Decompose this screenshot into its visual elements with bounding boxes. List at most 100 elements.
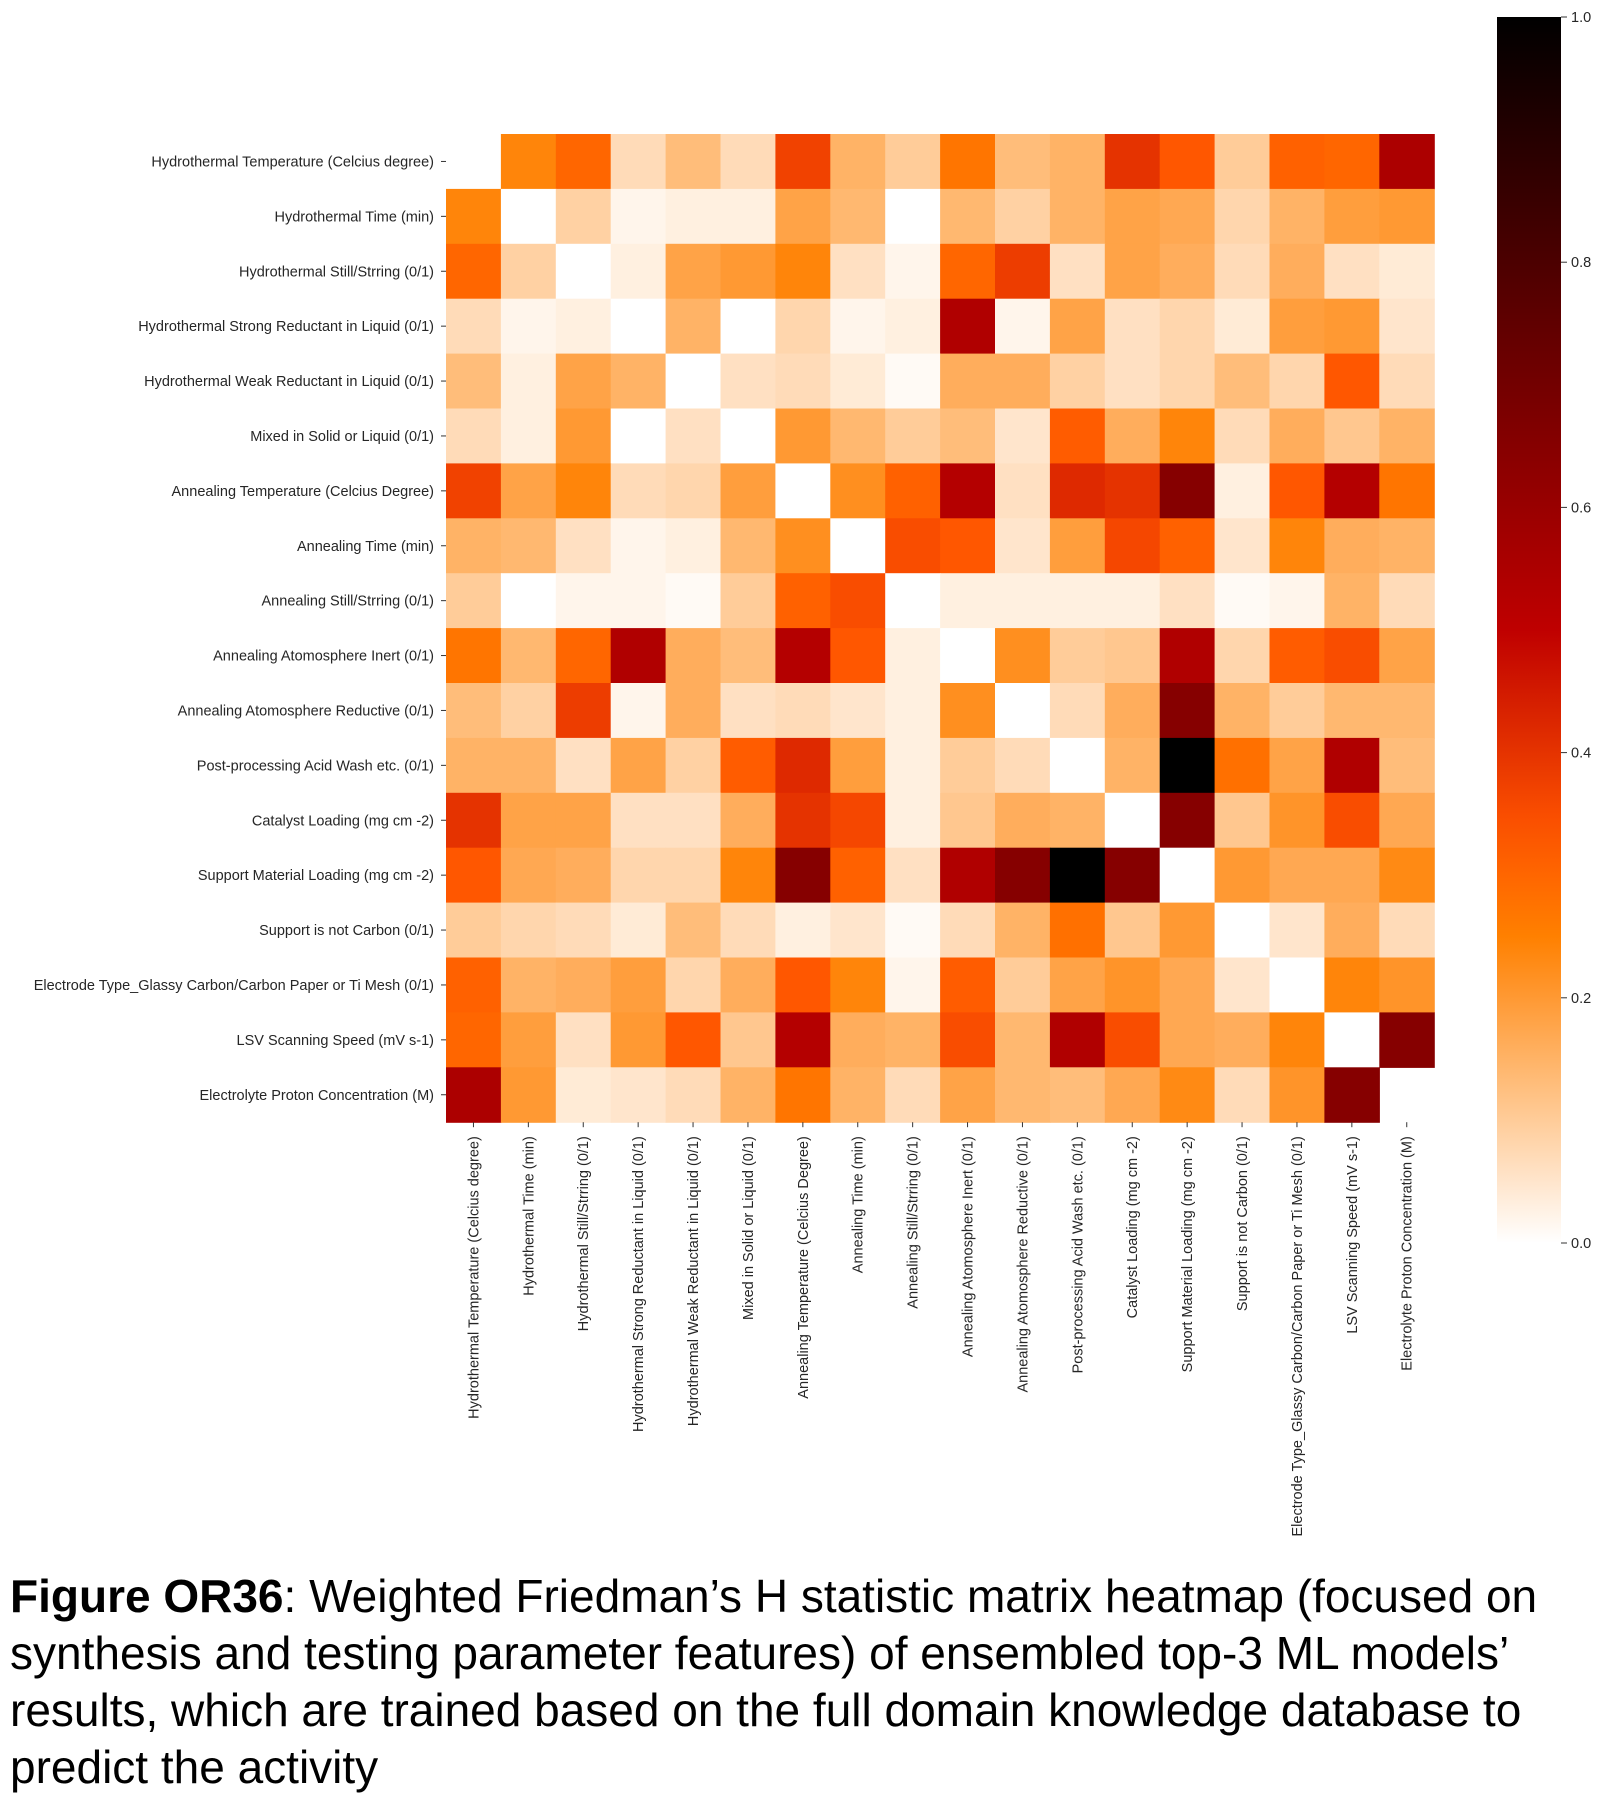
heatmap-cell (610, 353, 667, 410)
column-label: Annealing Still/Strring (0/1) (906, 1136, 922, 1308)
heatmap-cell (665, 792, 722, 849)
heatmap-cell (500, 353, 557, 410)
heatmap-cell (446, 463, 502, 519)
heatmap-cell (446, 243, 502, 300)
heatmap-cell (1324, 134, 1380, 190)
heatmap-cell (610, 134, 667, 190)
heatmap-cell (665, 134, 722, 190)
heatmap-cell (1269, 243, 1325, 300)
heatmap-cell (610, 188, 667, 245)
heatmap-cell (830, 683, 886, 739)
heatmap-cell (1049, 353, 1106, 410)
heatmap-cell (610, 573, 667, 629)
row-label: Electrode Type_Glassy Carbon/Carbon Pape… (34, 978, 434, 994)
heatmap-cell (446, 683, 502, 739)
heatmap-cell (1324, 683, 1380, 739)
heatmap-cell (720, 1012, 776, 1068)
heatmap-cell (775, 134, 831, 190)
heatmap-cell (446, 573, 502, 629)
column-label: Electrode Type_Glassy Carbon/Carbon Pape… (1290, 1136, 1306, 1536)
heatmap-cell (500, 408, 557, 464)
heatmap-cell (1104, 957, 1161, 1013)
heatmap-cell (1049, 134, 1106, 190)
heatmap-cell (1104, 243, 1161, 300)
heatmap-cell (446, 628, 502, 684)
column-labels: Hydrothermal Temperature (Celcius degree… (466, 1122, 1416, 1536)
heatmap-cell (500, 298, 557, 355)
heatmap-cell (1159, 463, 1216, 519)
heatmap-cell (995, 902, 1051, 959)
heatmap-cell (665, 683, 722, 739)
heatmap-cell (555, 957, 612, 1013)
heatmap-cell (1324, 957, 1380, 1013)
heatmap-cell (1324, 847, 1380, 904)
heatmap-cell (1104, 1067, 1161, 1123)
heatmap-cell (940, 628, 996, 684)
heatmap-cell (1049, 243, 1106, 300)
heatmap-cell (720, 188, 776, 245)
heatmap-cell (940, 902, 996, 959)
heatmap-cell (1214, 847, 1271, 904)
heatmap-cell (885, 957, 941, 1013)
heatmap-cell (500, 134, 557, 190)
column-label: Post-processing Acid Wash etc. (0/1) (1070, 1136, 1086, 1373)
heatmap-cell (940, 243, 996, 300)
heatmap-cell (995, 134, 1051, 190)
heatmap-cell (1104, 188, 1161, 245)
heatmap-cell (446, 1012, 502, 1068)
column-label: Hydrothermal Temperature (Celcius degree… (466, 1136, 482, 1419)
heatmap-cell (995, 353, 1051, 410)
heatmap-cell (830, 957, 886, 1013)
heatmap-cell (500, 463, 557, 519)
heatmap-cell (1159, 134, 1216, 190)
heatmap-cell (1269, 1067, 1325, 1123)
heatmap-cell (1379, 737, 1435, 794)
column-label: LSV Scanning Speed (mV s-1) (1345, 1136, 1361, 1333)
heatmap-cell (446, 298, 502, 355)
heatmap-cell (775, 298, 831, 355)
heatmap-cell (830, 134, 886, 190)
heatmap-cell (1049, 792, 1106, 849)
heatmap-cell (1104, 902, 1161, 959)
heatmap-cell (1159, 188, 1216, 245)
heatmap-cell (1159, 298, 1216, 355)
heatmap-cell (720, 298, 776, 355)
heatmap-cell (1269, 298, 1325, 355)
heatmap-cell (1379, 408, 1435, 464)
column-label: Mixed in Solid or Liquid (0/1) (741, 1136, 757, 1320)
heatmap-cell (446, 847, 502, 904)
heatmap-cell (940, 463, 996, 519)
heatmap-cell (1104, 353, 1161, 410)
colorbar-tick-label: 0.6 (1571, 500, 1591, 516)
heatmap-cell (1159, 518, 1216, 574)
column-label: Support is not Carbon (0/1) (1235, 1136, 1251, 1311)
heatmap-cell (1379, 134, 1435, 190)
heatmap-cell (1159, 1067, 1216, 1123)
heatmap-cell (1324, 1067, 1380, 1123)
heatmap-cell (1324, 353, 1380, 410)
row-label: Post-processing Acid Wash etc. (0/1) (197, 758, 434, 774)
heatmap-cell (500, 243, 557, 300)
heatmap-cell (830, 628, 886, 684)
heatmap-cell (775, 628, 831, 684)
heatmap-cell (1269, 1012, 1325, 1068)
heatmap-cell (720, 1067, 776, 1123)
heatmap-cell (446, 957, 502, 1013)
heatmap-cell (1214, 573, 1271, 629)
heatmap-cell (555, 518, 612, 574)
heatmap-cell (555, 737, 612, 794)
heatmap-cell (1379, 353, 1435, 410)
heatmap-cell (1379, 1012, 1435, 1068)
column-label: Hydrothermal Strong Reductant in Liquid … (631, 1136, 647, 1432)
heatmap-cell (995, 463, 1051, 519)
heatmap-cell (610, 847, 667, 904)
heatmap-cell (885, 737, 941, 794)
heatmap-cell (610, 957, 667, 1013)
heatmap-cell (885, 902, 941, 959)
heatmap-cell (446, 353, 502, 410)
heatmap-cell (995, 847, 1051, 904)
heatmap-cell (995, 792, 1051, 849)
heatmap-cell (555, 573, 612, 629)
heatmap-cell (995, 298, 1051, 355)
colorbar-gradient (1497, 17, 1561, 1243)
